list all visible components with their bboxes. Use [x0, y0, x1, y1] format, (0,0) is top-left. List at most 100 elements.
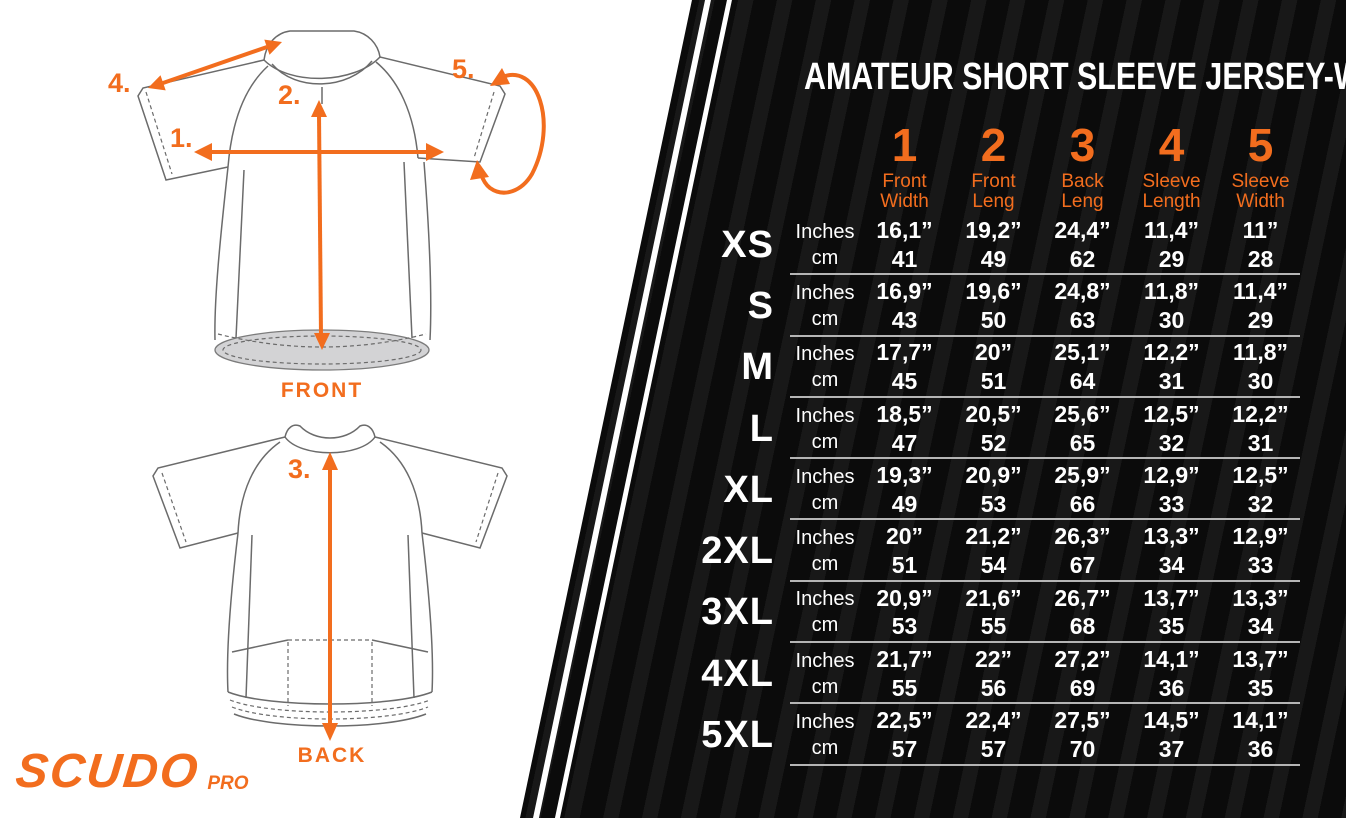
inches-value: 21,2” [965, 523, 1022, 550]
cm-value: 33 [1158, 490, 1185, 517]
measure-arrow-3: 3. [288, 452, 338, 741]
inches-value: 19,3” [876, 462, 933, 489]
cm-value: 35 [1247, 674, 1274, 701]
table-row-2xl: 2XL Inches cm 20” 51 21,2” 54 26,3” 67 13,3”… [690, 520, 1305, 583]
inches-value: 22” [974, 645, 1013, 672]
inches-value: 26,3” [1054, 523, 1111, 550]
cm-value: 30 [1158, 306, 1185, 333]
measurement-cell: 27,2” 69 [1038, 645, 1127, 703]
cm-value: 47 [891, 429, 918, 456]
size-chart-title: AMATEUR SHORT SLEEVE JERSEY-WOMAN [804, 56, 1346, 98]
inches-value: 11,4” [1233, 278, 1288, 305]
measurement-cell: 22” 56 [949, 645, 1038, 703]
size-label: S [747, 284, 774, 327]
front-caption: FRONT [281, 379, 363, 402]
cm-value: 29 [1158, 245, 1185, 272]
cm-value: 28 [1247, 245, 1274, 272]
size-label: M [741, 346, 774, 389]
measurement-cell: 22,5” 57 [860, 706, 949, 764]
column-label: Front Leng [971, 171, 1016, 212]
size-label: 5XL [701, 714, 774, 757]
size-table: XS Inches cm 16,1” 41 19,2” 49 24,4” 62 11,4… [690, 214, 1305, 766]
cm-value: 43 [891, 306, 918, 333]
unit-inches: Inches [795, 711, 855, 734]
measurement-cell: 20,9” 53 [949, 461, 1038, 519]
inches-value: 22,4” [965, 707, 1022, 734]
unit-labels: Inches cm [790, 341, 860, 393]
cm-value: 63 [1069, 306, 1096, 333]
unit-labels: Inches cm [790, 219, 860, 271]
inches-value: 13,7” [1232, 645, 1289, 672]
unit-inches: Inches [795, 465, 855, 488]
cm-value: 69 [1069, 674, 1096, 701]
size-label: XS [721, 223, 774, 266]
table-row-xs: XS Inches cm 16,1” 41 19,2” 49 24,4” 62 11,4… [690, 214, 1305, 276]
cm-value: 30 [1247, 368, 1274, 395]
unit-cm: cm [811, 737, 839, 760]
measurement-cell: 14,1” 36 [1216, 706, 1305, 764]
unit-labels: Inches cm [790, 709, 860, 761]
measurement-cell: 22,4” 57 [949, 706, 1038, 764]
inches-value: 11” [1242, 216, 1279, 243]
size-label: 4XL [701, 652, 774, 695]
measurement-cell: 20,9” 53 [860, 584, 949, 642]
unit-cm: cm [811, 430, 839, 453]
measure-arrow-2: 2. [278, 80, 330, 350]
measurement-cell: 20” 51 [949, 338, 1038, 396]
brand-logo-main: SCUDO [13, 745, 203, 798]
back-caption: BACK [298, 744, 367, 767]
inches-value: 12,9” [1232, 523, 1289, 550]
measurement-cell: 11” 28 [1216, 216, 1305, 274]
inches-value: 27,5” [1054, 707, 1111, 734]
inches-value: 11,8” [1233, 339, 1288, 366]
size-label: XL [723, 468, 774, 511]
measurement-cell: 11,4” 29 [1127, 216, 1216, 274]
unit-cm: cm [811, 614, 839, 637]
measurement-cell: 19,6” 50 [949, 277, 1038, 335]
inches-value: 11,4” [1144, 216, 1199, 243]
measurement-cell: 12,2” 31 [1127, 338, 1216, 396]
cm-value: 49 [891, 490, 918, 517]
unit-cm: cm [811, 369, 839, 392]
measurement-cell: 25,1” 64 [1038, 338, 1127, 396]
measurement-cell: 16,1” 41 [860, 216, 949, 274]
unit-labels: Inches cm [790, 464, 860, 516]
inches-value: 20” [974, 339, 1013, 366]
inches-value: 13,3” [1232, 584, 1289, 611]
measurement-cell: 11,8” 30 [1216, 338, 1305, 396]
cm-value: 67 [1069, 552, 1096, 579]
inches-value: 25,9” [1054, 462, 1111, 489]
cm-value: 64 [1069, 368, 1096, 395]
measurement-cell: 13,3” 34 [1127, 522, 1216, 580]
measurement-cell: 25,6” 65 [1038, 400, 1127, 458]
measurement-cell: 19,3” 49 [860, 461, 949, 519]
unit-inches: Inches [795, 527, 855, 550]
inches-value: 25,1” [1054, 339, 1111, 366]
cm-value: 49 [980, 245, 1007, 272]
cm-value: 36 [1158, 674, 1185, 701]
column-header-3: 3 Back Leng [1038, 122, 1127, 212]
column-header-1: 1 Front Width [860, 122, 949, 212]
inches-value: 13,7” [1143, 584, 1200, 611]
column-number: 3 [1069, 119, 1096, 171]
measure-label-2: 2. [278, 80, 301, 110]
inches-value: 20,9” [965, 462, 1022, 489]
measurement-cell: 21,6” 55 [949, 584, 1038, 642]
unit-inches: Inches [795, 281, 855, 304]
jersey-measurement-diagram: 1. 2. 4. 5. FRONT [108, 30, 546, 767]
cm-value: 37 [1158, 736, 1185, 763]
measurement-cell: 18,5” 47 [860, 400, 949, 458]
inches-value: 11,8” [1144, 278, 1199, 305]
cm-value: 41 [891, 245, 918, 272]
measurement-cell: 27,5” 70 [1038, 706, 1127, 764]
measurement-cell: 11,8” 30 [1127, 277, 1216, 335]
inches-value: 12,5” [1143, 400, 1200, 427]
inches-value: 19,2” [965, 216, 1022, 243]
measure-label-1: 1. [170, 123, 193, 153]
size-label: L [749, 407, 774, 450]
inches-value: 27,2” [1054, 645, 1111, 672]
inches-value: 12,2” [1143, 339, 1200, 366]
unit-inches: Inches [795, 588, 855, 611]
cm-value: 51 [980, 368, 1007, 395]
unit-labels: Inches cm [790, 525, 860, 577]
